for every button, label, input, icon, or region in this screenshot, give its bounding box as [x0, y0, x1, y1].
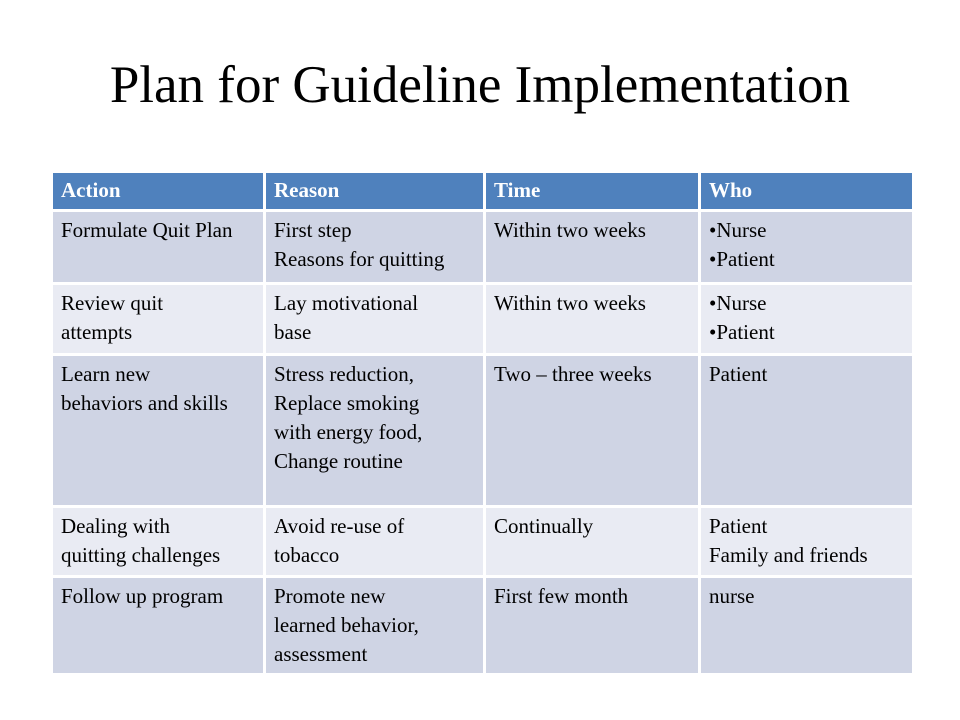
cell-reason: Lay motivational base	[263, 282, 486, 356]
cell-action: Learn new behaviors and skills	[50, 353, 266, 508]
cell-who: •Nurse •Patient	[698, 209, 915, 285]
column-header-action: Action	[50, 170, 266, 212]
cell-action: Dealing with quitting challenges	[50, 505, 266, 578]
cell-action: Formulate Quit Plan	[50, 209, 266, 285]
cell-time: Continually	[483, 505, 701, 578]
column-header-who: Who	[698, 170, 915, 212]
table-row: Learn new behaviors and skills Stress re…	[50, 353, 915, 508]
cell-time: Within two weeks	[483, 282, 701, 356]
column-header-reason: Reason	[263, 170, 486, 212]
cell-time: First few month	[483, 575, 701, 676]
table-row: Follow up program Promote new learned be…	[50, 575, 915, 676]
cell-reason: Promote new learned behavior, assessment	[263, 575, 486, 676]
table-row: Review quit attempts Lay motivational ba…	[50, 282, 915, 356]
cell-who: Patient	[698, 353, 915, 508]
cell-time: Two – three weeks	[483, 353, 701, 508]
table-row: Formulate Quit Plan First step Reasons f…	[50, 209, 915, 285]
table-row: Dealing with quitting challenges Avoid r…	[50, 505, 915, 578]
cell-who: nurse	[698, 575, 915, 676]
cell-reason: Avoid re-use of tobacco	[263, 505, 486, 578]
cell-action: Review quit attempts	[50, 282, 266, 356]
cell-reason: First step Reasons for quitting	[263, 209, 486, 285]
cell-action: Follow up program	[50, 575, 266, 676]
cell-who: •Nurse •Patient	[698, 282, 915, 356]
slide-title: Plan for Guideline Implementation	[109, 56, 851, 114]
implementation-plan-table: Action Reason Time Who Formulate Quit Pl…	[50, 170, 915, 676]
cell-time: Within two weeks	[483, 209, 701, 285]
column-header-time: Time	[483, 170, 701, 212]
table-header-row: Action Reason Time Who	[50, 170, 915, 212]
cell-who: Patient Family and friends	[698, 505, 915, 578]
cell-reason: Stress reduction, Replace smoking with e…	[263, 353, 486, 508]
